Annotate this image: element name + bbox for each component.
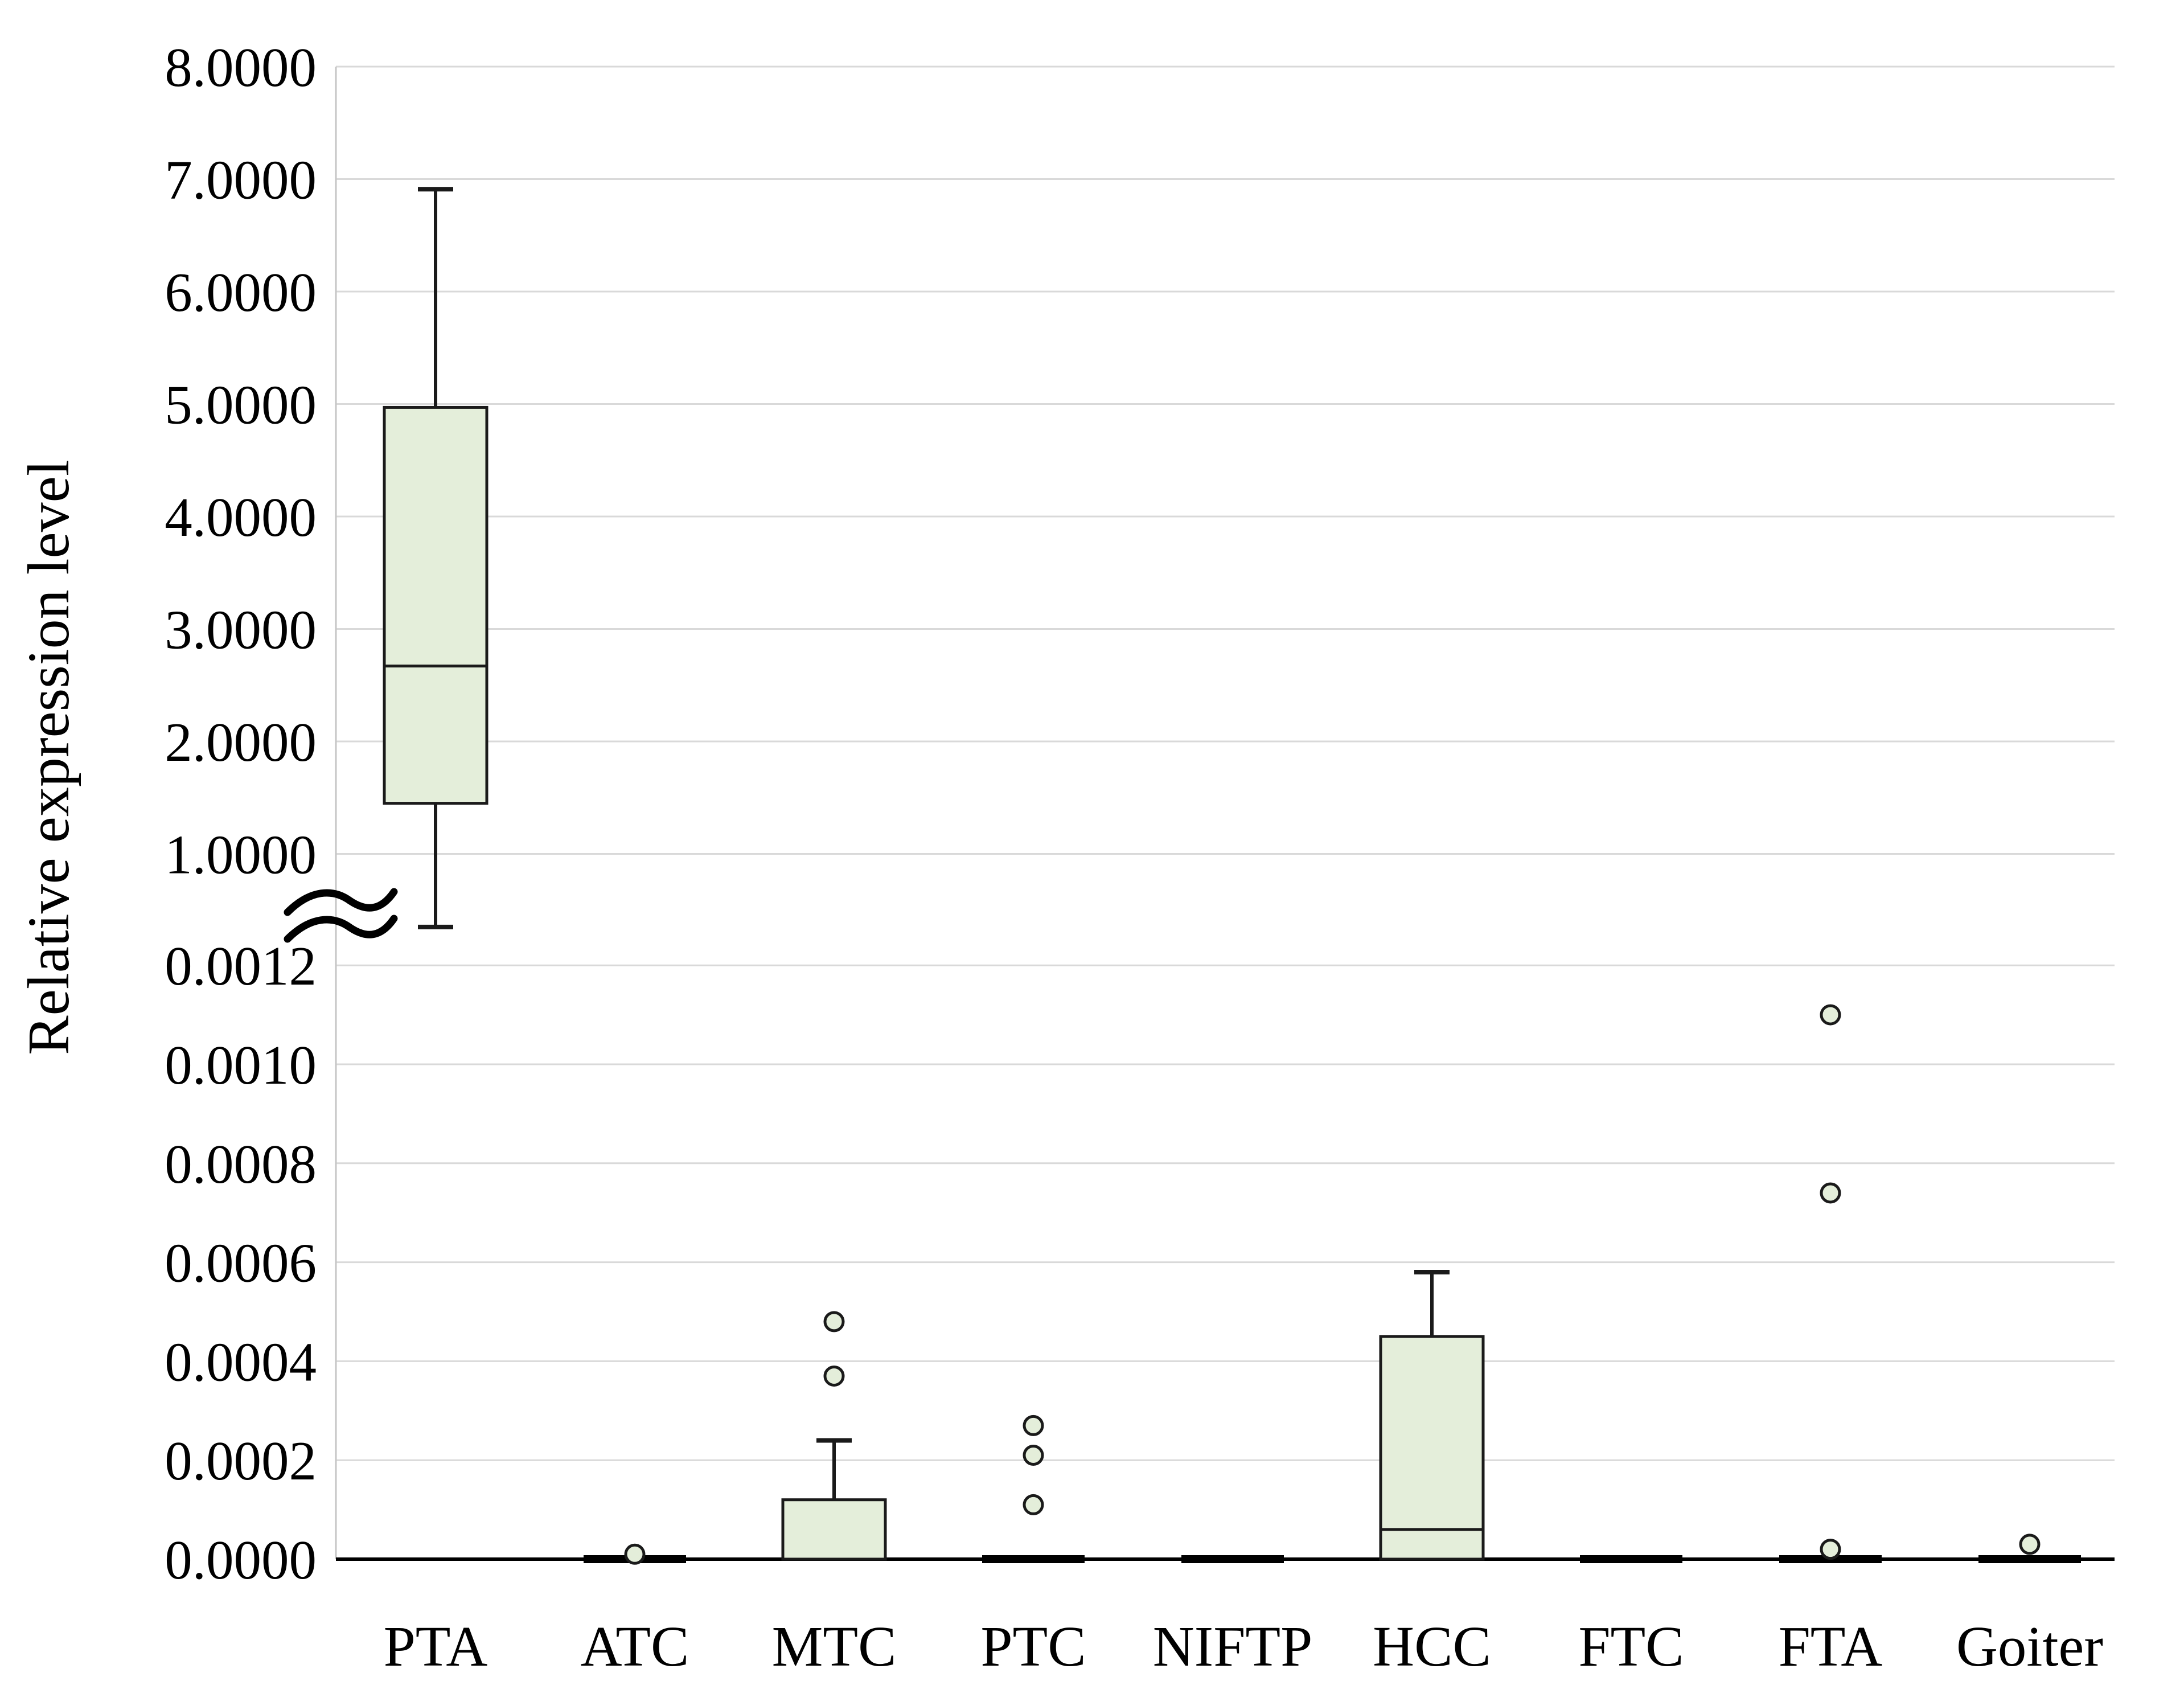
y-tick-label: 0.0004 (165, 1331, 317, 1392)
box-group-FTC (1580, 1555, 1682, 1563)
gridline-layer (336, 65, 2115, 1461)
x-category-label: HCC (1373, 1614, 1491, 1678)
box-group-FTA (1779, 1004, 1882, 1563)
box-group-NIFTP (1181, 1555, 1284, 1563)
outlier-point (823, 1311, 845, 1333)
y-tick-label: 3.0000 (165, 600, 317, 661)
box-rect (781, 1498, 887, 1561)
y-tick-label: 2.0000 (165, 712, 317, 773)
outlier-point (1023, 1445, 1044, 1466)
box-rect (1379, 1335, 1485, 1561)
x-category-label: Goiter (1956, 1614, 2103, 1678)
y-tick-label: 0.0010 (165, 1035, 317, 1096)
y-tick-label: 5.0000 (165, 375, 317, 436)
outlier-point (1023, 1415, 1044, 1436)
box-series-layer (383, 187, 2081, 1565)
box-group-Goiter (1978, 1534, 2081, 1563)
box-group-PTC (982, 1415, 1085, 1563)
y-tick-label: 7.0000 (165, 150, 317, 211)
x-category-label: FTC (1578, 1614, 1684, 1678)
axis-layer (284, 67, 2115, 1561)
box-group-ATC (584, 1543, 686, 1565)
y-tick-label: 4.0000 (165, 487, 317, 548)
collapsed-box (1978, 1555, 2081, 1563)
box-rect (383, 405, 488, 805)
box-group-HCC (1379, 1269, 1485, 1561)
label-layer: 8.0000 7.0000 6.0000 5.0000 4.0000 3.0000 2.00… (165, 37, 2103, 1678)
y-tick-label: 0.0000 (165, 1530, 317, 1590)
box-group-MTC (781, 1311, 887, 1561)
axis-break-icon (284, 888, 398, 916)
collapsed-box (1181, 1555, 1284, 1563)
outlier-point (1820, 1004, 1841, 1026)
outlier-point (1820, 1539, 1841, 1560)
y-tick-label: 8.0000 (165, 37, 317, 98)
collapsed-box (1580, 1555, 1682, 1563)
y-tick-label: 0.0002 (165, 1430, 317, 1491)
outlier-point (2019, 1534, 2041, 1555)
y-tick-label: 6.0000 (165, 262, 317, 323)
outlier-point (1820, 1182, 1841, 1204)
x-category-label: PTA (384, 1614, 488, 1678)
y-tick-label: 0.0008 (165, 1134, 317, 1195)
x-category-label: FTA (1779, 1614, 1883, 1678)
collapsed-box (982, 1555, 1085, 1563)
outlier-point (1023, 1494, 1044, 1515)
outlier-point (624, 1543, 646, 1565)
x-category-label: NIFTP (1153, 1614, 1313, 1678)
x-category-label: ATC (581, 1614, 689, 1678)
y-tick-label: 1.0000 (165, 825, 317, 885)
x-category-label: PTC (980, 1614, 1086, 1678)
y-tick-label: 0.0012 (165, 936, 317, 997)
y-axis-title: Relative expression level (16, 460, 81, 1055)
y-tick-label: 0.0006 (165, 1233, 317, 1294)
axis-break-icon (284, 915, 398, 943)
outlier-point (823, 1365, 845, 1387)
box-group-PTA (383, 187, 488, 929)
x-category-label: MTC (772, 1614, 897, 1678)
